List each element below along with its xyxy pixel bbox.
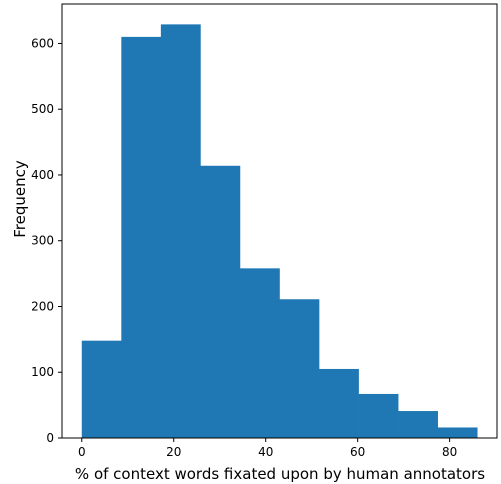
y-tick-label: 500 <box>31 102 54 116</box>
histogram-bar-9 <box>398 411 438 438</box>
x-tick-label: 60 <box>350 445 365 459</box>
y-tick-label: 300 <box>31 234 54 248</box>
y-axis-ticks: 0 100 200 300 400 500 600 <box>31 36 62 445</box>
histogram-bar-5 <box>239 268 280 438</box>
histogram-bar-7 <box>319 368 359 438</box>
histogram-bars <box>81 24 478 439</box>
histogram-bar-8 <box>358 393 399 438</box>
y-tick-label: 100 <box>31 365 54 379</box>
y-tick-label: 600 <box>31 36 54 50</box>
plot-frame <box>61 3 498 439</box>
x-tick-label: 20 <box>166 445 181 459</box>
histogram-bar-10 <box>437 427 478 438</box>
histogram-bar-4 <box>200 165 241 438</box>
histogram-bar-6 <box>279 299 320 438</box>
histogram-bar-3 <box>160 24 201 438</box>
histogram-bar-2 <box>121 36 162 439</box>
x-axis-label: % of context words fixated upon by human… <box>75 465 485 483</box>
histogram-bar-1 <box>81 340 122 438</box>
y-tick-label: 0 <box>46 431 54 445</box>
y-axis-label: Frequency <box>11 160 29 238</box>
y-tick-label: 400 <box>31 168 54 182</box>
y-tick-label: 200 <box>31 299 54 313</box>
x-tick-label: 0 <box>78 445 86 459</box>
x-tick-label: 40 <box>258 445 273 459</box>
x-tick-label: 80 <box>442 445 457 459</box>
x-axis-ticks: 0 20 40 60 80 <box>78 438 457 459</box>
